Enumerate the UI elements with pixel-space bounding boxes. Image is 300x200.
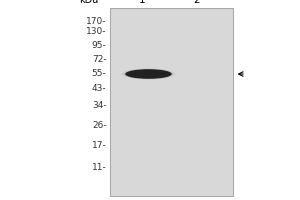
Text: 1: 1	[139, 0, 146, 5]
Text: 17-: 17-	[92, 142, 106, 150]
Ellipse shape	[125, 69, 172, 79]
Text: 72-: 72-	[92, 54, 106, 64]
Text: 26-: 26-	[92, 120, 106, 130]
Text: 11-: 11-	[92, 162, 106, 171]
Ellipse shape	[124, 69, 173, 79]
Text: 170-: 170-	[86, 17, 106, 25]
Bar	[110, 8, 232, 196]
Text: 2: 2	[193, 0, 200, 5]
Text: kDa: kDa	[79, 0, 98, 5]
Text: 130-: 130-	[86, 26, 106, 36]
Text: 34-: 34-	[92, 102, 106, 110]
Text: 95-: 95-	[92, 40, 106, 49]
Text: 43-: 43-	[92, 84, 106, 93]
Text: 55-: 55-	[92, 68, 106, 77]
Ellipse shape	[122, 68, 175, 80]
